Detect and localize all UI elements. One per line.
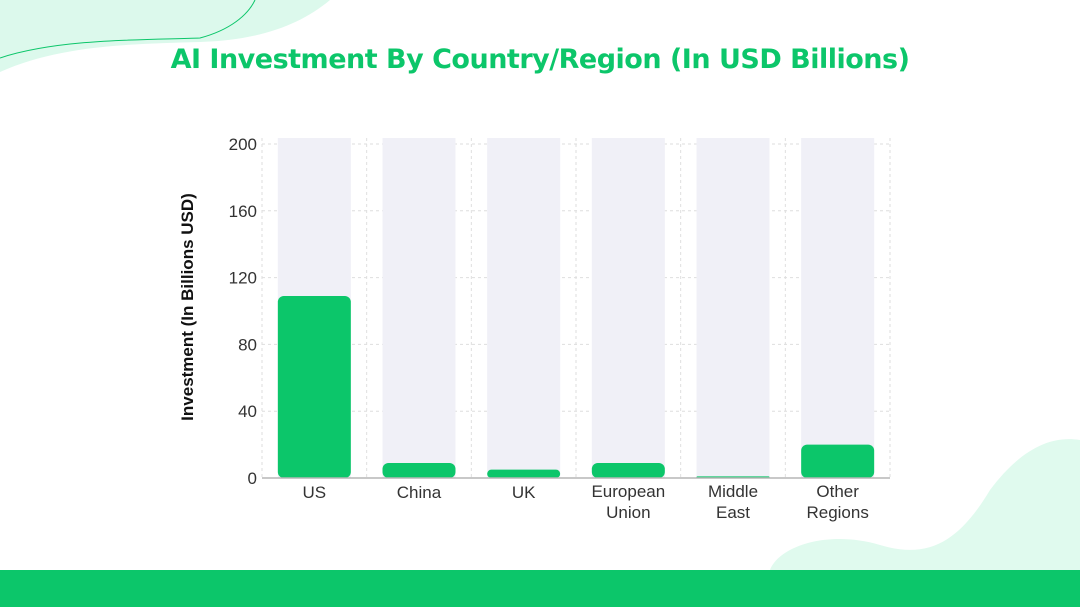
bar [487, 469, 561, 478]
x-tick-label: European [591, 482, 665, 501]
bar [277, 295, 351, 478]
y-tick-label: 200 [229, 135, 257, 154]
thin-wave-line [0, 0, 256, 59]
y-tick-label: 160 [229, 202, 257, 221]
bottom-accent-band [0, 570, 1080, 607]
y-tick-label: 80 [238, 335, 257, 354]
mint-wave-bottom-right [770, 439, 1080, 570]
x-tick-labels: US China UK European Union Middle East Other Reg… [303, 482, 869, 522]
x-tick-label: Union [606, 503, 650, 522]
y-tick-label: 40 [238, 402, 257, 421]
x-tick-label: East [716, 503, 750, 522]
x-tick-label: Middle [708, 482, 758, 501]
y-tick-label: 0 [248, 469, 257, 488]
x-tick-label: UK [512, 483, 536, 502]
x-tick-label: Regions [806, 503, 868, 522]
bars [277, 295, 875, 478]
bar-track [801, 138, 875, 478]
bar-track [696, 138, 770, 478]
bar-track [382, 138, 456, 478]
bar [591, 462, 665, 478]
bar-track [591, 138, 665, 478]
mint-wave-top-left [0, 0, 330, 72]
bar-tracks [277, 138, 875, 478]
x-tick-label: China [397, 483, 442, 502]
x-tick-label: Other [816, 482, 859, 501]
x-tick-label: US [303, 483, 327, 502]
bar-track [487, 138, 561, 478]
chart-title: AI Investment By Country/Region (In USD … [170, 44, 910, 75]
y-tick-label: 120 [229, 269, 257, 288]
grid-lines [261, 138, 891, 478]
bar [801, 444, 875, 478]
bar [382, 462, 456, 478]
y-tick-labels: 0 40 80 120 160 200 [229, 135, 257, 488]
